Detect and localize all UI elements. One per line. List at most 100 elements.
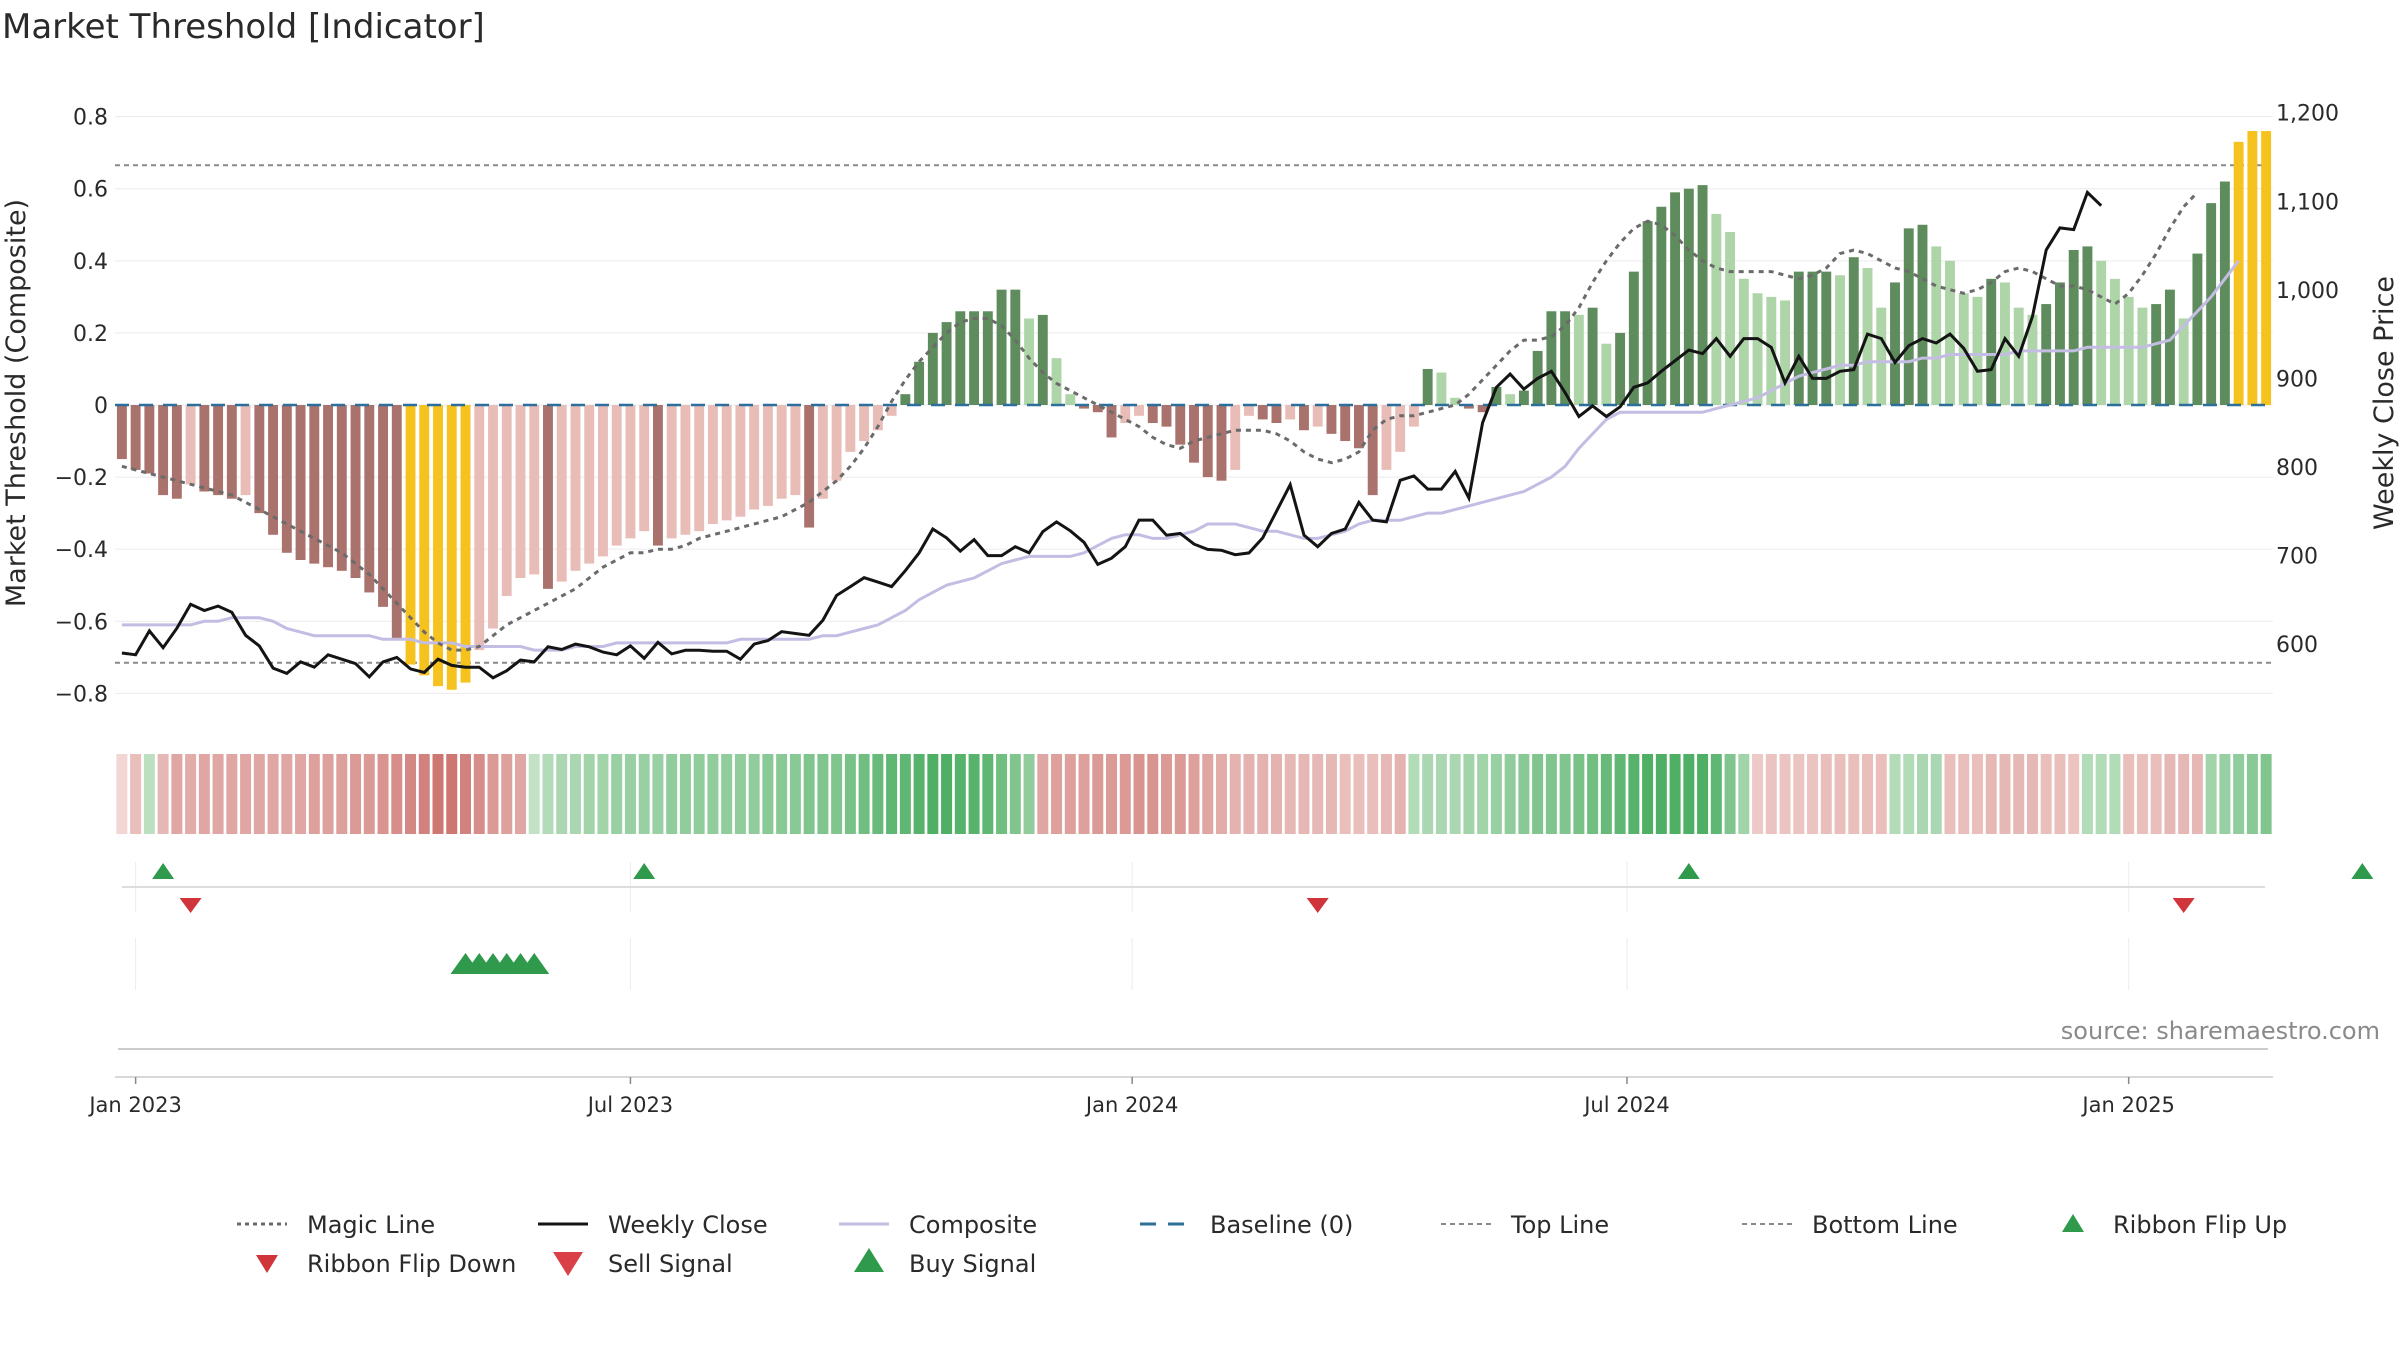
- ribbon-cell: [487, 754, 499, 834]
- ribbon-cell: [2164, 754, 2176, 834]
- composite-bar: [1147, 405, 1158, 424]
- legend-item-buy-signal: Buy Signal: [854, 1248, 1036, 1278]
- composite-bar: [721, 405, 732, 521]
- composite-bar: [460, 405, 471, 683]
- y-axis-ticks: 0.8 0.6 0.4 0.2 0 −0.2 −0.4 −0.6 −0.8: [55, 106, 108, 708]
- ribbon-cell: [1518, 754, 1530, 834]
- ribbon-cell: [982, 754, 994, 834]
- ribbon-cell: [1793, 754, 1805, 834]
- ribbon-cell: [1545, 754, 1557, 834]
- ribbon-cell: [2040, 754, 2052, 834]
- ribbon-cell: [198, 754, 210, 834]
- legend-item-ribbon-flip-up: Ribbon Flip Up: [2062, 1211, 2287, 1239]
- ribbon-cell: [460, 754, 472, 834]
- composite-bar: [240, 405, 251, 496]
- composite-bar: [144, 405, 155, 474]
- composite-bar: [199, 405, 210, 492]
- flip-up-marker: [1677, 863, 1700, 879]
- ribbon-cell: [1614, 754, 1626, 834]
- composite-bar: [570, 405, 581, 571]
- composite-bar: [1299, 405, 1309, 431]
- ribbon-cell: [1848, 754, 1860, 834]
- composite-bar: [749, 405, 760, 510]
- composite-bar: [295, 405, 306, 560]
- composite-bar: [1312, 405, 1323, 427]
- composite-bar: [914, 361, 925, 405]
- legend-label-magic-line: Magic Line: [307, 1211, 435, 1239]
- ribbon-cell: [1353, 754, 1365, 834]
- composite-bar: [405, 405, 416, 665]
- ribbon-cell: [679, 754, 691, 834]
- ribbon-cell: [1215, 754, 1227, 834]
- ribbon-cell: [185, 754, 197, 834]
- composite-bar: [1079, 405, 1089, 409]
- composite-bar: [2082, 246, 2093, 405]
- composite-bar: [1807, 271, 1818, 405]
- composite-bar: [2164, 289, 2175, 405]
- composite-bar: [364, 405, 375, 593]
- legend-label-composite: Composite: [909, 1211, 1037, 1239]
- ribbon-cell: [1971, 754, 1983, 834]
- composite-bar: [1711, 213, 1722, 405]
- legend-label-weekly-close: Weekly Close: [608, 1211, 768, 1239]
- legend-label-ribbon-flip-up: Ribbon Flip Up: [2113, 1211, 2287, 1239]
- ribbon-cell: [1202, 754, 1214, 834]
- x-axis: Jan 2023 Jul 2023 Jan 2024 Jul 2024 Jan 2025…: [87, 1076, 2273, 1117]
- composite-bar: [1793, 271, 1804, 405]
- ribbon-cell: [212, 754, 224, 834]
- composite-bar: [529, 405, 540, 575]
- composite-bar: [1642, 221, 1653, 405]
- ribbon-cell: [2123, 754, 2135, 834]
- ribbon-cell: [1023, 754, 1035, 834]
- composite-bar: [391, 405, 402, 640]
- composite-bar: [845, 405, 856, 452]
- y-tick-label: 0: [94, 394, 108, 419]
- ribbon-cell: [240, 754, 252, 834]
- ribbon-cell: [1916, 754, 1928, 834]
- ribbon-cell: [1188, 754, 1200, 834]
- ribbon-cell: [501, 754, 513, 834]
- y2-tick-label: 1,100: [2276, 190, 2339, 215]
- composite-bar: [1573, 314, 1584, 405]
- y2-axis-ticks: 1,200 1,100 1,000 900 800 700 600: [2276, 102, 2339, 658]
- ribbon-cell: [1697, 754, 1709, 834]
- ribbon-cell: [707, 754, 719, 834]
- ribbon-cell: [1628, 754, 1640, 834]
- composite-bar: [226, 405, 237, 499]
- legend-item-top-line: Top Line: [1441, 1211, 1609, 1239]
- composite-bar: [941, 322, 952, 405]
- composite-bar: [378, 405, 388, 607]
- composite-bar: [515, 405, 526, 579]
- ribbon-cell: [1229, 754, 1241, 834]
- composite-bar: [707, 405, 718, 524]
- composite-bar: [1436, 372, 1447, 405]
- composite-bar: [1587, 307, 1598, 405]
- composite-bar: [2178, 318, 2189, 405]
- weekly-close-line: [121, 189, 2103, 680]
- composite-bar: [859, 405, 870, 442]
- chart-title: Market Threshold [Indicator]: [2, 7, 485, 47]
- composite-bar: [762, 405, 773, 506]
- ribbon-cell: [1710, 754, 1722, 834]
- ribbon-flip-panel: [122, 862, 2374, 913]
- ribbon-cell: [1587, 754, 1599, 834]
- ribbon-cell: [1298, 754, 1310, 834]
- composite-bar: [1367, 405, 1378, 496]
- ribbon-cell: [253, 754, 265, 834]
- ribbon-cell: [1642, 754, 1654, 834]
- ribbon-cell: [1834, 754, 1846, 834]
- ribbon-cell: [638, 754, 650, 834]
- composite-bar: [1931, 246, 1942, 405]
- composite-bar: [584, 405, 595, 564]
- ribbon-cell: [913, 754, 925, 834]
- ribbon-cell: [2219, 754, 2231, 834]
- ribbon-cell: [954, 754, 966, 834]
- triangle-down-icon: [256, 1255, 278, 1273]
- ribbon-cell: [748, 754, 760, 834]
- ribbon-cell: [569, 754, 581, 834]
- composite-bar: [171, 405, 182, 499]
- ribbon-cell: [1752, 754, 1764, 834]
- ribbon-cell: [1504, 754, 1516, 834]
- ribbon-cell: [281, 754, 293, 834]
- composite-bar: [611, 405, 622, 546]
